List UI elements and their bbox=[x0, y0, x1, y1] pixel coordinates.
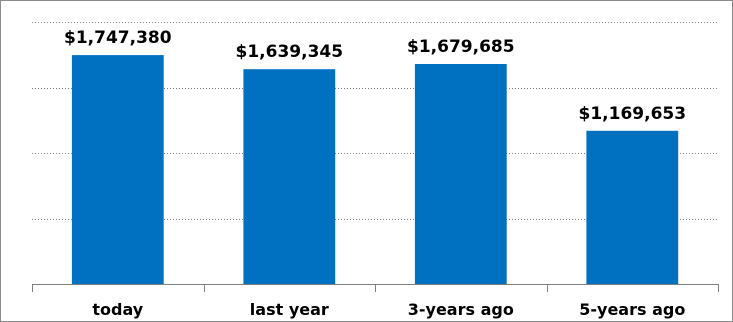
bar-last-year bbox=[243, 69, 336, 284]
data-label: $1,679,685 bbox=[407, 37, 515, 57]
data-labels: $1,747,380 $1,639,345 $1,679,685 $1,169,653 bbox=[64, 28, 686, 124]
bars bbox=[71, 55, 679, 284]
data-label: $1,747,380 bbox=[64, 28, 172, 48]
x-axis bbox=[32, 284, 719, 292]
x-tick-labels: today last year 3-years ago 5-years ago bbox=[92, 300, 685, 319]
bar-3-years-ago bbox=[414, 64, 507, 284]
bar-today bbox=[71, 55, 164, 284]
x-tick-label: 5-years ago bbox=[579, 300, 685, 319]
x-tick-label: today bbox=[92, 300, 143, 319]
data-label: $1,169,653 bbox=[579, 104, 687, 124]
data-label: $1,639,345 bbox=[236, 42, 344, 62]
x-tick-label: last year bbox=[250, 300, 329, 319]
bar-5-years-ago bbox=[586, 130, 679, 284]
x-tick-label: 3-years ago bbox=[408, 300, 514, 319]
